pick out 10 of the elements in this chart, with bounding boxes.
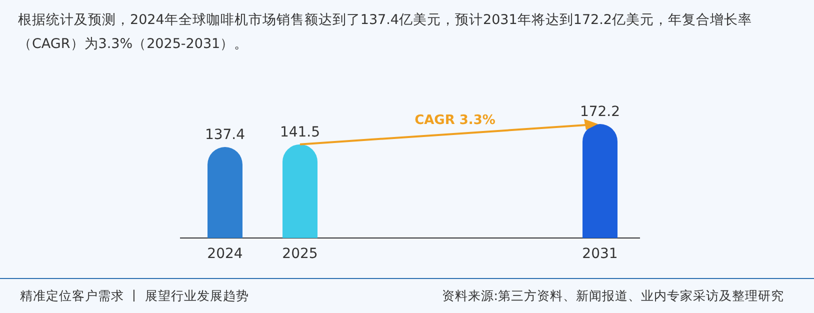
x-tick-label: 2031 [582,246,618,262]
data-label: 141.5 [280,124,320,140]
text: 资料来源:第三方资料、新闻报道、业内专家采访及整理研究 [442,288,784,305]
text: 精准定位客户需求 丨 展望行业发展趋势 [20,288,249,305]
x-tick-label: 2025 [282,246,318,262]
annotation: CAGR 3.3% [414,113,496,128]
x-tick-label: 2024 [207,246,243,262]
data-label: 137.4 [204,127,246,144]
data-label: 172.2 [580,104,620,120]
chart-title: 根据统计及预测，2024年全球咖啡机市场销售额达到了137.4亿美元，预计2031年将达到172.2亿美元，年复合增长率（CAGR）为3.3%（2025-2031）。 [18,11,754,54]
